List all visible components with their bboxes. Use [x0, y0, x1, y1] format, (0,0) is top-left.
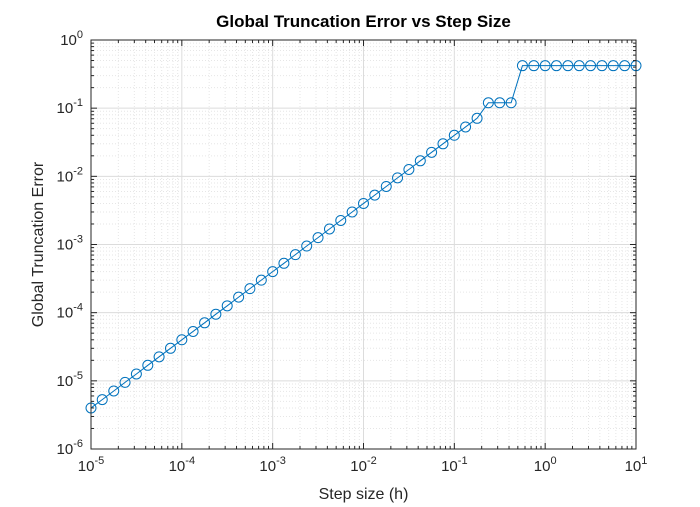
- data-point-marker: [244, 283, 256, 295]
- series-layer: [85, 60, 642, 414]
- data-point-marker: [562, 60, 574, 72]
- data-point-marker: [96, 394, 108, 406]
- x-tick-label: 10-1: [441, 455, 467, 475]
- data-point-marker: [108, 385, 120, 397]
- data-point-marker: [437, 138, 449, 150]
- data-point-marker: [482, 97, 494, 109]
- y-tick-label: 100: [60, 29, 83, 49]
- tick-marks: [90, 40, 636, 450]
- data-point-marker: [278, 257, 290, 269]
- tick-labels: 10-5 10-4 10-3 10-2 10-1 100 10110-610-510-410…: [57, 29, 648, 475]
- y-tick-label: 10-2: [57, 165, 83, 185]
- x-tick-label: 10-2: [350, 455, 376, 475]
- x-tick-label: 10-4: [169, 455, 195, 475]
- data-point-marker: [176, 334, 188, 346]
- data-point-marker: [392, 172, 404, 184]
- data-point-marker: [164, 342, 176, 354]
- data-point-marker: [369, 189, 381, 201]
- data-point-marker: [494, 97, 506, 109]
- data-point-marker: [585, 60, 597, 72]
- y-tick-label: 10-3: [57, 234, 83, 254]
- x-tick-label: 10-5: [78, 455, 104, 475]
- y-tick-label: 10-4: [57, 302, 83, 322]
- data-point-marker: [358, 197, 369, 209]
- data-point-marker: [505, 97, 517, 109]
- grid-layer: [90, 40, 636, 450]
- data-point-marker: [403, 163, 415, 175]
- data-point-marker: [346, 206, 358, 218]
- data-point-marker: [199, 317, 211, 329]
- data-point-marker: [596, 60, 608, 72]
- data-point-marker: [619, 60, 631, 72]
- y-axis-label: Global Truncation Error: [30, 161, 47, 327]
- x-axis-label: Step size (h): [319, 486, 409, 503]
- data-point-marker: [414, 155, 426, 167]
- data-point-marker: [550, 60, 562, 72]
- y-tick-label: 10-5: [57, 370, 83, 390]
- x-tick-label: 101: [625, 455, 648, 475]
- data-point-marker: [516, 60, 528, 72]
- data-point-marker: [119, 376, 131, 388]
- data-point-marker: [426, 146, 438, 158]
- series-line: [90, 65, 636, 409]
- data-point-marker: [210, 308, 222, 320]
- data-point-marker: [460, 121, 472, 133]
- data-point-marker: [323, 223, 335, 235]
- data-point-marker: [221, 300, 233, 312]
- data-point-marker: [607, 60, 619, 72]
- data-point-marker: [335, 214, 347, 226]
- data-point-marker: [233, 291, 245, 303]
- data-point-marker: [153, 351, 165, 363]
- x-tick-label: 10-3: [259, 455, 285, 475]
- x-tick-label: 100: [534, 455, 557, 475]
- data-point-marker: [528, 60, 540, 72]
- data-point-marker: [187, 325, 199, 337]
- data-point-marker: [142, 359, 154, 371]
- data-point-marker: [289, 249, 301, 261]
- data-point-marker: [573, 60, 585, 72]
- data-point-marker: [255, 274, 267, 286]
- y-tick-label: 10-1: [57, 97, 83, 117]
- data-point-marker: [380, 180, 392, 192]
- chart-title: Global Truncation Error vs Step Size: [216, 12, 511, 31]
- data-point-marker: [448, 129, 460, 141]
- y-tick-label: 10-6: [57, 438, 83, 458]
- data-point-marker: [539, 60, 551, 72]
- data-point-marker: [130, 368, 142, 380]
- data-point-marker: [471, 112, 483, 124]
- data-point-marker: [301, 240, 313, 252]
- data-point-marker: [267, 266, 279, 278]
- data-point-marker: [312, 232, 324, 244]
